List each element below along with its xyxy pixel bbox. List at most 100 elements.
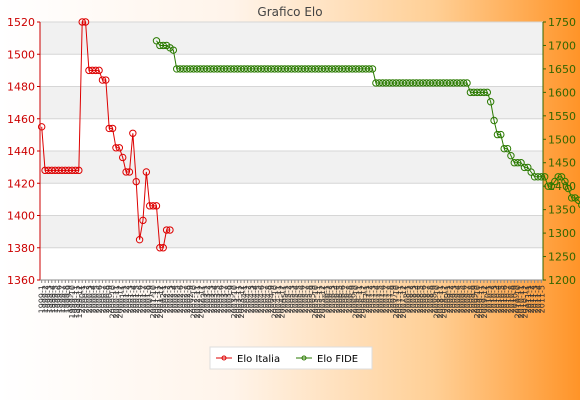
x-tick-label: 1999-4 — [48, 285, 57, 313]
right-tick-label: 1200 — [548, 274, 576, 287]
x-tick-label: 2005-5 — [294, 285, 303, 313]
x-tick-label: 2004-10 — [271, 285, 280, 318]
data-point-elo-fide — [365, 65, 373, 73]
x-tick-label: 2003-12 — [237, 285, 246, 318]
x-tick-label: 2008-4 — [412, 285, 421, 313]
plot-band — [40, 215, 543, 248]
legend: Elo Italia Elo FIDE — [209, 346, 373, 370]
x-tick-label: 2000-12 — [115, 285, 124, 318]
chart-title: Grafico Elo — [257, 5, 322, 19]
x-tick-label: 2006-6 — [338, 285, 347, 313]
x-tick-label: 2009-3 — [450, 285, 459, 313]
data-point-elo-italia — [108, 124, 117, 133]
x-tick-label: 2007-12 — [399, 285, 408, 318]
x-tick-label: 1999-8 — [61, 285, 70, 313]
x-tick-label: 1999-3 — [44, 285, 53, 313]
x-tick-label: 2007-7 — [382, 285, 391, 313]
left-tick-label: 1500 — [7, 48, 35, 61]
data-point-elo-italia — [98, 76, 107, 84]
data-point-elo-italia — [159, 244, 167, 252]
data-point-elo-fide — [497, 130, 505, 139]
x-tick-label: 2000-9 — [105, 285, 114, 313]
x-tick-label: 2001-1 — [119, 285, 128, 313]
x-tick-label: 2002-3 — [166, 285, 175, 313]
x-tick-label: 2007-10 — [392, 285, 401, 318]
data-point-elo-fide — [561, 177, 569, 186]
x-tick-label: 2010-7 — [504, 285, 513, 313]
x-tick-label: 2010-10 — [514, 285, 523, 318]
x-tick-label: 2006-7 — [342, 285, 351, 313]
data-point-elo-fide — [544, 182, 552, 190]
x-tick-label: 2008-10 — [433, 285, 442, 318]
x-tick-label: 2009-5 — [456, 285, 465, 313]
right-tick-label: 1700 — [548, 39, 576, 52]
data-point-elo-fide — [486, 98, 495, 106]
plot-band — [40, 151, 543, 184]
x-tick-label: 2008-9 — [429, 285, 438, 313]
x-tick-label: 2008-6 — [419, 285, 428, 313]
left-tick-label: 1440 — [7, 145, 35, 158]
left-tick-label: 1380 — [7, 242, 35, 255]
data-point-elo-italia — [71, 166, 80, 175]
data-point-elo-italia — [135, 235, 144, 244]
x-tick-label: 2011-1 — [524, 285, 533, 313]
x-tick-label: 2005-2 — [284, 285, 293, 313]
x-tick-label: 2004-2 — [244, 285, 253, 313]
x-tick-label: 2004-7 — [260, 285, 269, 313]
x-tick-label: 1999-5 — [51, 285, 60, 313]
x-tick-label: 2010-12 — [520, 285, 529, 318]
x-tick-label: 2003-6 — [217, 285, 226, 313]
x-tick-label: 2007-3 — [369, 285, 378, 313]
x-tick-label: 2004-8 — [264, 285, 273, 313]
data-point-elo-fide — [463, 79, 471, 87]
x-tick-label: 2003-2 — [203, 285, 212, 313]
x-tick-label: 2008-11 — [436, 285, 445, 318]
x-tick-label: 2006-1 — [321, 285, 330, 313]
x-tick-label: 2009-4 — [453, 285, 462, 313]
x-tick-label: 2005-10 — [311, 285, 320, 318]
left-y-axis: 1360 1380 1400 1420 1440 1460 1480 1500 1520 — [7, 16, 41, 287]
x-tick-label: 1999-11 — [71, 285, 80, 318]
data-point-elo-fide — [169, 46, 178, 54]
x-tick-label: 2009-8 — [466, 285, 475, 313]
x-tick-label: 2005-4 — [291, 285, 300, 313]
x-tick-label: 2009-12 — [480, 285, 489, 318]
x-tick-label: 1999-12 — [75, 285, 84, 318]
x-tick-label: 2001-5 — [132, 285, 141, 313]
x-tick-label: 2002-7 — [179, 285, 188, 313]
x-tick-label: 1999-7 — [58, 285, 67, 313]
x-tick-label: 2003-9 — [227, 285, 236, 313]
x-tick-label: 2000-5 — [92, 285, 101, 313]
x-tick-label: 2006-2 — [325, 285, 334, 313]
legend-label-elo-italia: Elo Italia — [237, 354, 280, 365]
x-tick-label: 2000-3 — [85, 285, 94, 313]
data-point-elo-fide — [578, 201, 580, 209]
legend-marker-elo-italia — [221, 355, 227, 361]
x-tick-label: 2004-4 — [250, 285, 259, 313]
x-tick-label: 1999-6 — [55, 285, 64, 313]
x-tick-label: 2006-12 — [358, 285, 367, 318]
x-tick-label: 2006-4 — [331, 285, 340, 313]
x-tick-label: 2007-5 — [375, 285, 384, 313]
x-tick-label: 2001-3 — [125, 285, 134, 313]
x-tick-label: 2001-7 — [139, 285, 148, 313]
data-point-elo-fide — [540, 173, 549, 181]
data-point-elo-italia — [81, 18, 90, 26]
right-tick-label: 1450 — [548, 157, 576, 170]
x-tick-label: 2011-3 — [531, 285, 540, 313]
x-tick-label: 2000-10 — [109, 285, 118, 318]
x-tick-label: 2010-5 — [497, 285, 506, 313]
x-tick-label: 1999-2 — [41, 285, 50, 313]
data-point-elo-fide — [537, 173, 546, 181]
x-tick-label: 2000-8 — [102, 285, 111, 313]
x-tick-label: 2003-3 — [206, 285, 215, 313]
x-tick-label: 2000-2 — [82, 285, 91, 313]
x-tick-label: 2003-10 — [230, 285, 239, 318]
x-tick-label: 2001-4 — [129, 285, 138, 313]
x-tick-label: 2002-11 — [193, 285, 202, 318]
x-tick-label: 2006-9 — [348, 285, 357, 313]
x-tick-label: 2002-9 — [186, 285, 195, 313]
x-tick-label: 2007-4 — [372, 285, 381, 313]
right-tick-label: 1500 — [548, 133, 576, 146]
data-point-elo-italia — [112, 144, 120, 152]
